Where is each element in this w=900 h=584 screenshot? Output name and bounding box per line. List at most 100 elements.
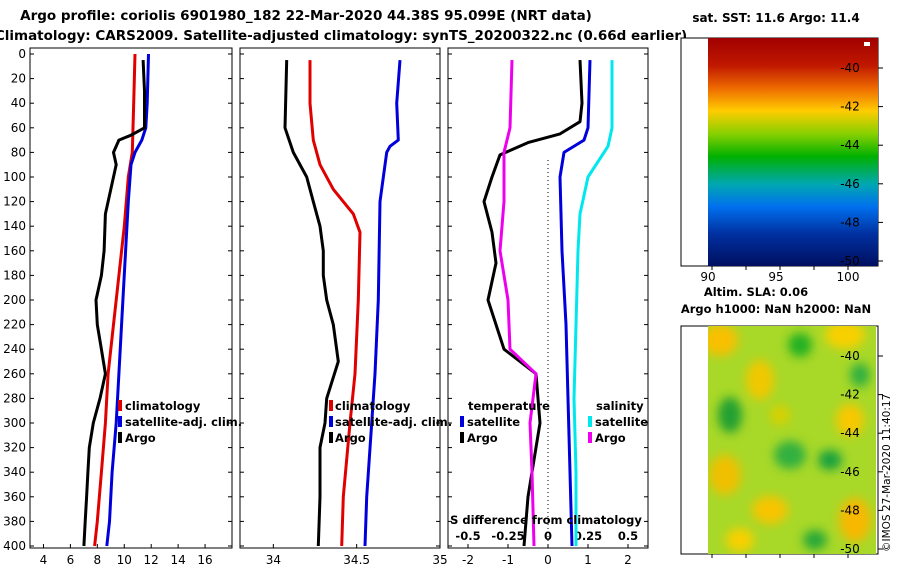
y-tick-label: 380 xyxy=(3,514,26,528)
lat-tick-label: -42 xyxy=(840,100,860,114)
legend-label-temp-satellite: satellite xyxy=(467,415,520,429)
y-tick-label: 80 xyxy=(11,145,26,159)
legend-swatch-temp-argo xyxy=(460,432,464,443)
series-line-satellite-adj-clim xyxy=(363,59,402,547)
x-tick-label-salinity: -0.5 xyxy=(455,529,480,543)
x-tick-label-salinity: -0.25 xyxy=(491,529,524,543)
title-line-1: Argo profile: coriolis 6901980_182 22-Ma… xyxy=(20,8,592,24)
legend-header-temperature: temperature xyxy=(468,399,550,413)
sst-map xyxy=(680,37,879,267)
legend-swatch-sal-satellite xyxy=(588,416,592,427)
x-tick-label: 4 xyxy=(40,553,48,567)
legend-label-climatology: climatology xyxy=(335,399,411,413)
y-tick-label: 260 xyxy=(3,367,26,381)
lat-tick-label: -48 xyxy=(840,215,860,229)
legend-label-sal-argo: Argo xyxy=(595,431,626,445)
lat-tick-label: -50 xyxy=(840,254,860,268)
y-tick-label: 320 xyxy=(3,441,26,455)
sst-marker xyxy=(864,42,870,46)
x-tick-label: 6 xyxy=(67,553,75,567)
legend-label-temp-argo: Argo xyxy=(467,431,498,445)
x-tick-label: 8 xyxy=(94,553,102,567)
x-tick-label: 16 xyxy=(197,553,212,567)
temperature-panel: 0 20 40 60 80 100 120 140 160 180 200 220 240 260 280 3… xyxy=(3,47,233,567)
series-line-salinity-satellite xyxy=(572,60,614,546)
lat-tick-label: -48 xyxy=(840,503,860,517)
lat-tick-label: -46 xyxy=(840,177,860,191)
legend-swatch-climatology xyxy=(118,400,122,411)
y-tick-label: 400 xyxy=(3,539,26,553)
legend-swatch-satellite xyxy=(118,416,122,427)
lat-tick-label: -40 xyxy=(840,349,860,363)
legend-swatch-climatology xyxy=(329,400,333,411)
sst-title: sat. SST: 11.6 Argo: 11.4 xyxy=(692,11,859,25)
legend-swatch-satellite xyxy=(329,416,333,427)
legend-header-salinity: salinity xyxy=(596,399,644,413)
title-line-2: Climatology: CARS2009. Satellite-adjuste… xyxy=(0,28,687,44)
plot-frame xyxy=(29,47,233,549)
y-tick-label: 0 xyxy=(18,47,26,61)
y-tick-label: 340 xyxy=(3,465,26,479)
lat-tick-label: -50 xyxy=(840,542,860,556)
y-tick-label: 220 xyxy=(3,318,26,332)
series-line-temperature-argo xyxy=(482,60,584,547)
y-tick-label: 60 xyxy=(11,121,26,135)
y-tick-label: 120 xyxy=(3,195,26,209)
difference-panel: -2 -1 0 1 2-0.5 -0.25 0 0.25 0.5 xyxy=(447,47,649,567)
series-line-salinity-argo xyxy=(498,60,538,547)
legend-label-argo: Argo xyxy=(125,431,156,445)
sla-axes: -40 -42 -44 -46 -48 -50 xyxy=(711,349,883,558)
plot-frame xyxy=(239,47,441,549)
legend-label-sal-satellite: satellite xyxy=(595,415,648,429)
legend-swatch-temp-satellite xyxy=(460,416,464,427)
salinity-panel: 34 34.5 35 xyxy=(239,47,448,567)
legend-swatch-argo xyxy=(118,432,122,443)
difference-caption: S difference from climatology xyxy=(450,513,642,527)
lat-tick-label: -44 xyxy=(840,426,860,440)
legend-label-climatology: climatology xyxy=(125,399,201,413)
lat-tick-label: -40 xyxy=(840,61,860,75)
y-tick-label: 100 xyxy=(3,170,26,184)
y-tick-label: 40 xyxy=(11,96,26,110)
series-line-temperature-satellite xyxy=(558,60,592,547)
legend-salinity: climatology satellite-adj. clim. Argo xyxy=(329,399,452,445)
credit-text: ©IMOS 27-Mar-2020 11:40:17 xyxy=(881,394,893,552)
y-tick-label: 360 xyxy=(3,490,26,504)
x-tick-label: 2 xyxy=(624,553,632,567)
series-line-argo xyxy=(82,60,146,547)
x-tick-label: 34 xyxy=(266,553,281,567)
y-tick-label: 280 xyxy=(3,391,26,405)
y-tick-label: 300 xyxy=(3,416,26,430)
x-tick-label: -2 xyxy=(462,553,474,567)
y-tick-label: 140 xyxy=(3,219,26,233)
x-tick-label: 35 xyxy=(432,553,447,567)
x-tick-label-salinity: 0.5 xyxy=(618,529,638,543)
x-tick-label: 34.5 xyxy=(343,553,370,567)
legend-temperature: climatology satellite-adj. clim. Argo xyxy=(118,399,242,445)
series-line-climatology xyxy=(308,60,362,547)
legend-swatch-sal-argo xyxy=(588,432,592,443)
legend-label-satellite: satellite-adj. clim. xyxy=(125,415,242,429)
legend-swatch-argo xyxy=(329,432,333,443)
y-tick-label: 240 xyxy=(3,342,26,356)
y-tick-label: 200 xyxy=(3,293,26,307)
sla-blobs xyxy=(708,326,871,552)
x-tick-label: -1 xyxy=(502,553,514,567)
series-line-argo xyxy=(283,60,340,547)
y-tick-label: 160 xyxy=(3,244,26,258)
sst-field xyxy=(708,38,878,266)
lat-tick-label: -42 xyxy=(840,388,860,402)
lat-tick-label: -44 xyxy=(840,138,860,152)
x-tick-label: 12 xyxy=(144,553,159,567)
sla-title-2: Argo h1000: NaN h2000: NaN xyxy=(681,302,871,316)
legend-label-satellite: satellite-adj. clim. xyxy=(335,415,452,429)
x-tick-label: 0 xyxy=(544,553,552,567)
sla-map xyxy=(680,325,879,555)
sla-title-1: Altim. SLA: 0.06 xyxy=(704,285,808,299)
series-line-climatology xyxy=(93,53,137,547)
plot-frame xyxy=(447,47,649,549)
x-tick-label: 14 xyxy=(170,553,185,567)
sst-axes: -40 -42 -44 -46 -48 -50 90 95 100 xyxy=(700,61,883,284)
x-tick-label-salinity: 0.25 xyxy=(574,529,602,543)
legend-label-argo: Argo xyxy=(335,431,366,445)
